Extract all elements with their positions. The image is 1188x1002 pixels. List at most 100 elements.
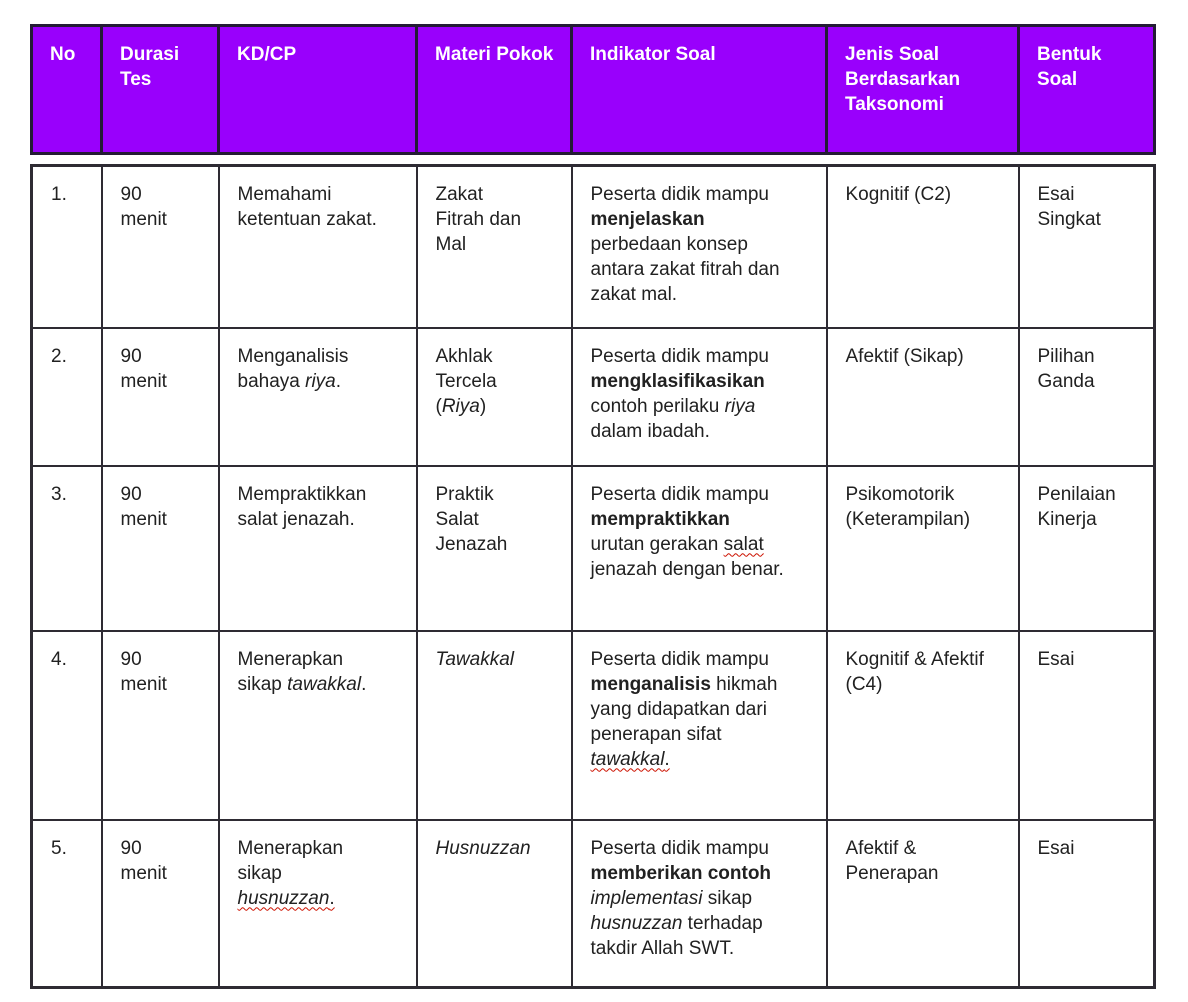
cell-text: Menerapkan sikap tawakkal. [238, 647, 379, 697]
cell-text: 2. [51, 344, 87, 369]
col-header-no: No [30, 24, 103, 155]
cell-text: Akhlak Tercela (Riya) [436, 344, 529, 419]
text-segment: Akhlak Tercela ( [435, 345, 497, 417]
text-segment: Peserta didik mampu [590, 345, 769, 367]
text-segment: menjelaskan [590, 209, 705, 230]
cell-text: 90 menit [121, 647, 183, 697]
text-segment: 90 menit [120, 837, 167, 884]
col-header-label: No [50, 44, 76, 65]
cell-text: Menganalisis bahaya riya. [238, 344, 379, 394]
col-header-materi-pokok: Materi Pokok [415, 24, 573, 155]
text-segment: 3. [51, 483, 67, 505]
text-segment: mengklasifikasikan [590, 370, 765, 392]
cell-text: Peserta didik mampu menjelaskan perbedaa… [591, 182, 789, 307]
text-segment: 2. [51, 345, 67, 367]
text-segment: riya [724, 395, 756, 417]
cell-bentuk: Esai [1017, 818, 1156, 989]
col-header-label: Jenis Soal Berdasarkan Taksonomi [845, 44, 961, 115]
cell-jenis: Psikomotorik (Keterampilan) [825, 464, 1020, 632]
text-segment: Penilaian Kinerja [1037, 483, 1116, 530]
cell-text: 90 menit [121, 482, 183, 532]
cell-text: Kognitif (C2) [846, 182, 986, 207]
text-segment: husnuzzan [590, 912, 683, 934]
col-header-kd-cp: KD/CP [217, 24, 418, 155]
text-segment: Kognitif (C2) [845, 184, 952, 205]
text-segment: 4. [51, 648, 67, 670]
cell-text: 90 menit [121, 182, 183, 232]
text-segment: riya [305, 370, 336, 392]
cell-text: Peserta didik mampu mempraktikkan urutan… [591, 482, 789, 582]
text-segment: husnuzzan [237, 887, 330, 909]
cell-text: Praktik Salat Jenazah [436, 482, 529, 557]
text-segment: contoh perilaku [590, 395, 725, 417]
col-header-label: Indikator Soal [590, 44, 716, 65]
cell-text: Psikomotorik (Keterampilan) [846, 482, 986, 532]
cell-text: Esai [1038, 836, 1135, 861]
cell-text: Kognitif & Afektif (C4) [846, 647, 986, 697]
cell-jenis: Afektif & Penerapan [825, 818, 1020, 989]
text-segment: Peserta didik mampu [590, 184, 769, 205]
cell-no: 3. [30, 464, 103, 632]
table-row: 5. 90 menit Menerapkan sikap husnuzzan. Hus… [30, 818, 1156, 989]
text-segment: 90 menit [120, 483, 167, 530]
text-segment: 1. [51, 184, 67, 205]
col-header-label: Materi Pokok [435, 44, 554, 65]
cell-text: 90 menit [121, 836, 183, 886]
text-segment: Zakat Fitrah dan Mal [435, 184, 522, 255]
text-segment: Esai Singkat [1037, 184, 1101, 230]
cell-bentuk: Esai [1017, 629, 1156, 821]
text-segment: urutan gerakan [590, 533, 724, 555]
text-segment: Mempraktikkan salat jenazah. [237, 483, 367, 530]
text-segment: Peserta didik mampu [590, 483, 769, 505]
text-segment: 90 menit [120, 648, 167, 695]
cell-no: 5. [30, 818, 103, 989]
cell-text: Mempraktikkan salat jenazah. [238, 482, 379, 532]
text-segment: Esai [1037, 837, 1075, 859]
text-segment: 90 menit [120, 345, 167, 392]
cell-text: Afektif (Sikap) [846, 344, 986, 369]
text-segment: implementasi [590, 887, 703, 909]
cell-durasi: 90 menit [100, 164, 220, 329]
cell-text: 3. [51, 482, 87, 507]
text-segment: Menganalisis bahaya [237, 345, 349, 392]
text-segment: mempraktikkan [590, 508, 730, 530]
text-segment: 5. [51, 837, 67, 859]
text-segment: dalam ibadah. [590, 420, 710, 442]
col-header-jenis-soal: Jenis Soal Berdasarkan Taksonomi [825, 24, 1020, 155]
text-segment: Psikomotorik (Keterampilan) [845, 483, 971, 530]
text-segment: memberikan contoh [590, 862, 772, 884]
col-header-bentuk-soal: Bentuk Soal [1017, 24, 1156, 155]
header-row: No Durasi Tes KD/CP Materi Pokok Indikat… [30, 24, 1156, 155]
cell-materi: Zakat Fitrah dan Mal [415, 164, 573, 329]
text-segment: ) [479, 395, 487, 417]
cell-indikator: Peserta didik mampu mengklasifikasikan c… [570, 326, 828, 467]
cell-materi: Akhlak Tercela (Riya) [415, 326, 573, 467]
cell-text: 4. [51, 647, 87, 672]
text-segment: Riya [441, 395, 480, 417]
cell-text: Peserta didik mampu memberikan contoh im… [591, 836, 789, 961]
text-segment: Afektif (Sikap) [845, 345, 964, 367]
cell-durasi: 90 menit [100, 629, 220, 821]
text-segment: 90 menit [120, 184, 167, 230]
cell-text: Peserta didik mampu menganalisis hikmah … [591, 647, 789, 772]
text-segment: . [329, 887, 335, 909]
cell-kd: Menganalisis bahaya riya. [217, 326, 418, 467]
cell-bentuk: Pilihan Ganda [1017, 326, 1156, 467]
text-segment: . [335, 370, 342, 392]
text-segment: Kognitif & Afektif (C4) [845, 648, 984, 695]
cell-jenis: Kognitif (C2) [825, 164, 1020, 329]
cell-text: Husnuzzan [436, 836, 531, 861]
text-segment: perbedaan konsep antara zakat fitrah dan… [590, 234, 780, 305]
text-segment: Memahami ketentuan zakat. [237, 184, 377, 230]
cell-no: 1. [30, 164, 103, 329]
text-segment: Menerapkan sikap [237, 648, 344, 695]
cell-kd: Menerapkan sikap husnuzzan. [217, 818, 418, 989]
table-body: 1. 90 menit Memahami ketentuan zakat. Zakat… [30, 164, 1156, 989]
cell-jenis: Afektif (Sikap) [825, 326, 1020, 467]
table-header: No Durasi Tes KD/CP Materi Pokok Indikat… [30, 24, 1156, 155]
text-segment: menganalisis [590, 673, 711, 695]
cell-kd: Memahami ketentuan zakat. [217, 164, 418, 329]
text-segment: terhadap takdir Allah SWT. [590, 912, 763, 959]
cell-text: Esai Singkat [1038, 182, 1135, 232]
